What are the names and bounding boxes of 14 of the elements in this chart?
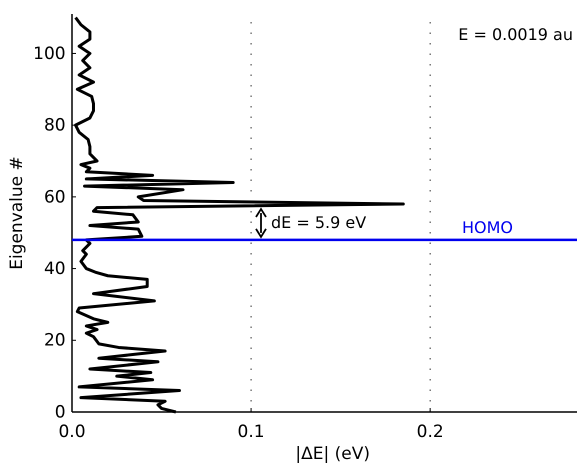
annotation: dE = 5.9 eV xyxy=(271,212,366,232)
ref-line-label: HOMO xyxy=(462,218,514,237)
x-tick-label: 0.0 xyxy=(58,422,86,442)
y-tick-label: 0 xyxy=(54,402,66,422)
y-tick-label: 80 xyxy=(44,116,66,136)
y-tick-label: 60 xyxy=(44,187,66,208)
x-tick-label: 0.1 xyxy=(238,422,265,442)
y-tick-label: 40 xyxy=(44,259,66,280)
y-tick-label: 20 xyxy=(44,330,66,351)
y-tick-label: 100 xyxy=(33,44,66,64)
x-axis-title: |ΔE| (eV) xyxy=(295,444,370,464)
x-tick-label: 0.2 xyxy=(416,422,444,442)
y-axis-title: Eigenvalue # xyxy=(7,156,27,270)
annotation: E = 0.0019 au xyxy=(458,25,573,44)
